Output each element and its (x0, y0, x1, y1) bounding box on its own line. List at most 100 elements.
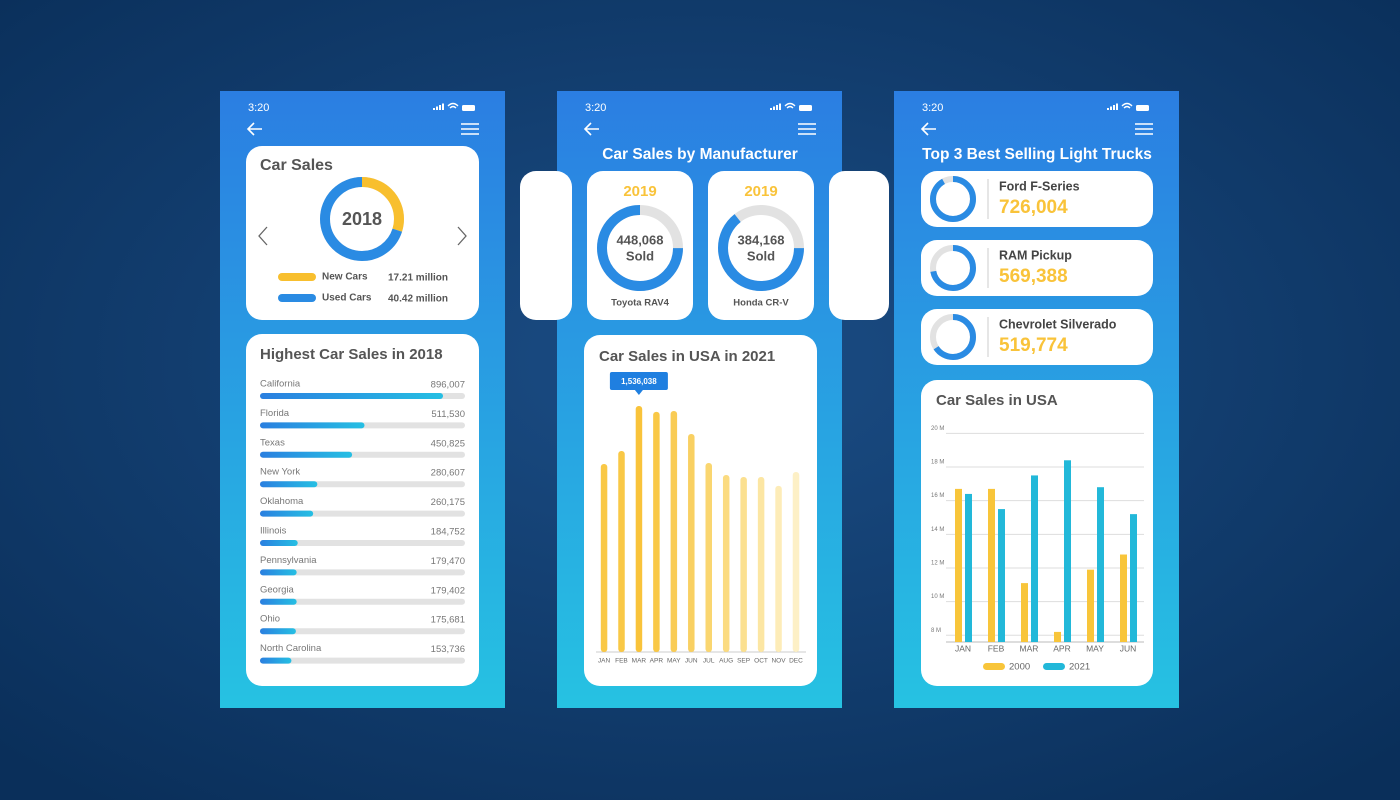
donut-arc (930, 314, 976, 360)
card-year: 2019 (623, 183, 656, 200)
x-tick-label: FEB (615, 658, 628, 665)
x-tick-label: MAR (1020, 643, 1039, 653)
state-label: Florida (260, 408, 290, 419)
y-tick-label: 8 M (931, 628, 941, 634)
state-label: North Carolina (260, 643, 322, 654)
state-value: 179,402 (431, 585, 465, 596)
wifi-icon (784, 102, 796, 109)
legend-value: 40.42 million (388, 294, 448, 305)
bar (260, 540, 298, 546)
wifi-icon (1121, 102, 1133, 109)
y-tick-label: 14 M (931, 527, 944, 533)
battery-icon (799, 105, 812, 111)
card-title: Highest Car Sales in 2018 (260, 346, 443, 363)
state-value: 179,470 (431, 556, 465, 567)
card (829, 171, 889, 320)
x-tick-label: FEB (988, 643, 1005, 653)
battery-icon (462, 105, 475, 111)
prev-button[interactable] (258, 226, 268, 246)
state-label: Texas (260, 437, 285, 448)
card (921, 171, 1153, 227)
bar (1130, 514, 1137, 642)
legend-swatch (1043, 663, 1065, 670)
bar (965, 493, 972, 642)
x-tick-label: JAN (598, 658, 611, 665)
state-value: 260,175 (431, 497, 465, 508)
status-time: 3:20 (248, 102, 269, 114)
signal-icon (776, 105, 778, 110)
card (520, 171, 572, 320)
x-tick-label: SEP (737, 658, 750, 665)
truck-value: 519,774 (999, 335, 1068, 356)
card (921, 309, 1153, 365)
battery-icon (1136, 105, 1149, 111)
bar (775, 485, 782, 652)
x-tick-label: JAN (955, 643, 971, 653)
bar (670, 410, 678, 652)
signal-icon (436, 106, 438, 110)
x-tick-label: DEC (789, 658, 803, 665)
status-time: 3:20 (585, 102, 606, 114)
x-tick-label: AUG (719, 658, 733, 665)
legend-label: Used Cars (322, 293, 372, 304)
state-label: Oklahoma (260, 496, 304, 507)
bar (1021, 583, 1028, 642)
card-name: Honda CR-V (733, 298, 789, 309)
state-label: Illinois (260, 526, 287, 537)
menu-button[interactable] (461, 123, 479, 135)
donut-value: 448,068 (617, 232, 664, 247)
legend-value: 17.21 million (388, 273, 448, 284)
legend-swatch (278, 294, 316, 302)
card-title: Car Sales in USA in 2021 (599, 348, 775, 365)
state-value: 280,607 (431, 468, 465, 479)
legend-swatch (278, 273, 316, 281)
x-tick-label: JUL (703, 658, 715, 665)
donut-arc (930, 176, 976, 222)
state-value: 450,825 (431, 438, 465, 449)
back-button[interactable] (920, 122, 936, 136)
card (246, 334, 479, 686)
back-button[interactable] (246, 122, 262, 136)
donut-arc (718, 205, 804, 291)
next-button[interactable] (457, 226, 467, 246)
signal-icon (1113, 105, 1115, 110)
donut-unit: Sold (747, 248, 775, 263)
bar-track (260, 628, 465, 635)
state-label: California (260, 379, 301, 390)
signal-icon (442, 103, 444, 110)
card (708, 171, 814, 320)
bar (635, 406, 643, 652)
bar (1097, 487, 1104, 642)
signal-icon (773, 106, 775, 110)
bar (1064, 460, 1071, 642)
x-tick-label: JUN (685, 658, 698, 665)
screen-title: Top 3 Best Selling Light Trucks (922, 146, 1152, 163)
bar (1031, 475, 1038, 642)
bar (260, 510, 314, 517)
back-button[interactable] (583, 122, 599, 136)
y-tick-label: 10 M (931, 594, 944, 600)
donut-unit: Sold (626, 248, 654, 263)
menu-button[interactable] (1135, 123, 1153, 135)
y-tick-label: 16 M (931, 493, 944, 499)
bar-track (260, 657, 465, 664)
x-tick-label: MAY (1086, 643, 1104, 653)
bar (998, 509, 1005, 642)
bar (260, 481, 318, 488)
signal-icon (1110, 106, 1112, 110)
bar (653, 411, 660, 652)
truck-value: 569,388 (999, 266, 1068, 287)
donut-value: 384,168 (738, 232, 785, 247)
bar-track (260, 540, 465, 546)
status-time: 3:20 (922, 102, 943, 114)
state-value: 896,007 (431, 380, 465, 391)
y-tick-label: 18 M (931, 460, 944, 466)
screen-title: Car Sales by Manufacturer (602, 146, 798, 163)
signal-icon (779, 103, 781, 110)
card-title: Car Sales (260, 157, 333, 174)
bar (722, 475, 730, 652)
bar (792, 471, 800, 652)
bar (688, 434, 695, 652)
menu-button[interactable] (798, 123, 816, 135)
